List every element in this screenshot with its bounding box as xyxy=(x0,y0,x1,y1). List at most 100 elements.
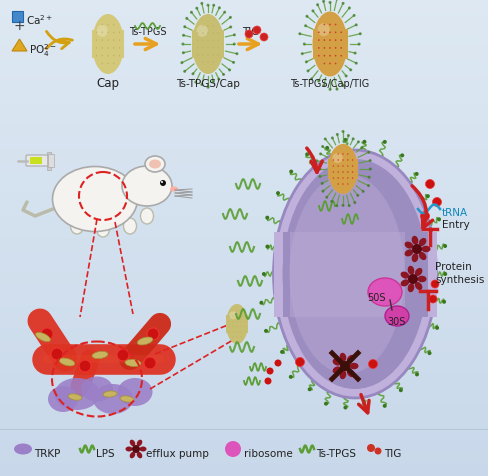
Circle shape xyxy=(202,33,203,35)
Bar xyxy=(0,427,488,428)
Bar xyxy=(0,101,488,102)
Bar xyxy=(0,54,488,55)
Bar xyxy=(0,77,488,78)
Bar xyxy=(0,262,488,263)
Ellipse shape xyxy=(52,167,137,232)
Circle shape xyxy=(351,160,353,161)
Bar xyxy=(0,2,488,3)
Ellipse shape xyxy=(170,187,178,192)
Bar xyxy=(0,469,488,470)
Bar xyxy=(0,440,488,441)
Circle shape xyxy=(183,26,186,29)
Circle shape xyxy=(347,205,350,208)
Bar xyxy=(0,149,488,151)
Bar xyxy=(0,460,488,461)
Ellipse shape xyxy=(339,353,346,362)
Circle shape xyxy=(346,160,348,161)
Bar xyxy=(0,66,488,67)
Ellipse shape xyxy=(129,440,135,446)
Ellipse shape xyxy=(367,278,401,307)
Circle shape xyxy=(107,48,108,50)
Circle shape xyxy=(79,360,91,372)
Bar xyxy=(0,78,488,79)
Bar xyxy=(0,283,488,284)
Bar xyxy=(0,27,488,28)
Circle shape xyxy=(232,332,233,333)
Circle shape xyxy=(107,32,108,34)
Bar xyxy=(0,407,488,408)
Bar xyxy=(0,340,488,341)
Bar xyxy=(0,398,488,399)
Circle shape xyxy=(442,272,447,277)
Bar xyxy=(0,98,488,99)
Bar xyxy=(0,436,488,437)
Bar xyxy=(0,392,488,393)
Circle shape xyxy=(318,168,321,171)
Bar xyxy=(0,135,488,136)
Circle shape xyxy=(329,200,332,203)
Circle shape xyxy=(362,406,366,410)
Ellipse shape xyxy=(140,208,153,225)
Circle shape xyxy=(335,134,338,137)
Bar xyxy=(0,394,488,395)
Circle shape xyxy=(341,3,344,6)
Circle shape xyxy=(332,178,333,179)
Text: +: + xyxy=(13,19,25,33)
Bar xyxy=(0,31,488,32)
Circle shape xyxy=(240,321,241,322)
Circle shape xyxy=(240,311,241,312)
Circle shape xyxy=(328,32,330,34)
Bar xyxy=(0,387,488,388)
Circle shape xyxy=(113,48,114,50)
Bar xyxy=(0,255,488,256)
Bar xyxy=(0,86,488,87)
Bar xyxy=(0,441,488,442)
Bar xyxy=(30,158,42,165)
Ellipse shape xyxy=(332,154,342,164)
Bar xyxy=(0,372,488,373)
Bar xyxy=(0,298,488,299)
Bar xyxy=(0,114,488,115)
Ellipse shape xyxy=(417,276,426,283)
Bar xyxy=(0,474,488,475)
Text: Protein: Protein xyxy=(434,261,471,271)
Circle shape xyxy=(382,404,386,408)
Bar xyxy=(0,76,488,77)
Bar xyxy=(0,74,488,75)
Bar xyxy=(0,217,488,218)
Circle shape xyxy=(323,25,325,26)
Bar xyxy=(0,204,488,205)
Ellipse shape xyxy=(103,391,117,397)
Circle shape xyxy=(229,27,232,30)
Bar xyxy=(0,127,488,128)
Ellipse shape xyxy=(196,26,207,38)
Circle shape xyxy=(202,26,203,28)
Circle shape xyxy=(311,10,314,13)
Ellipse shape xyxy=(273,151,436,398)
Circle shape xyxy=(260,34,267,42)
Circle shape xyxy=(342,166,343,168)
Bar xyxy=(0,51,488,52)
Bar xyxy=(0,341,488,342)
Circle shape xyxy=(232,311,233,312)
Bar xyxy=(0,129,488,130)
Circle shape xyxy=(366,444,374,452)
Circle shape xyxy=(357,43,360,46)
Circle shape xyxy=(368,168,371,171)
Bar xyxy=(0,433,488,434)
Bar xyxy=(0,443,488,444)
Bar xyxy=(0,296,488,297)
Circle shape xyxy=(274,360,281,367)
Circle shape xyxy=(96,32,97,34)
Bar xyxy=(0,382,488,383)
Bar xyxy=(0,60,488,61)
Circle shape xyxy=(442,245,446,248)
Circle shape xyxy=(431,198,441,207)
Bar xyxy=(0,140,488,141)
Ellipse shape xyxy=(96,221,109,238)
Bar xyxy=(0,412,488,413)
Circle shape xyxy=(212,62,213,64)
Bar xyxy=(0,269,488,270)
Bar xyxy=(0,374,488,375)
Circle shape xyxy=(265,245,269,249)
